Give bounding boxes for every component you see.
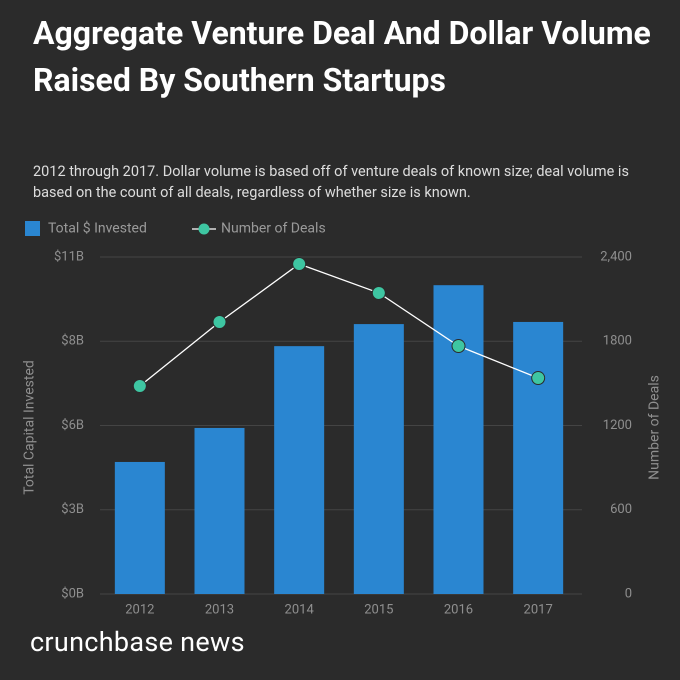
point: [451, 339, 466, 354]
legend-swatch: [25, 221, 40, 236]
y2-tick-label: 1800: [603, 334, 632, 349]
legend-label: Number of Deals: [221, 221, 326, 237]
source-logo: crunchbase news: [30, 626, 245, 658]
bar: [274, 346, 325, 594]
y-tick-label: $3B: [61, 502, 84, 517]
point: [531, 371, 546, 386]
x-tick-label: 2014: [285, 602, 315, 617]
y2-axis-title: Number of Deals: [647, 375, 663, 480]
point: [132, 379, 147, 394]
y2-tick-label: 600: [610, 502, 632, 517]
bar: [353, 324, 404, 594]
point: [212, 315, 227, 330]
x-tick-label: 2015: [364, 602, 393, 617]
y-tick-label: $11B: [54, 249, 84, 264]
chart-title: Aggregate Venture Deal And Dollar Volume…: [33, 14, 651, 99]
x-tick-label: 2016: [444, 602, 473, 617]
x-tick-label: 2017: [524, 602, 553, 617]
bar: [433, 285, 484, 594]
bar: [114, 461, 165, 594]
bar: [194, 427, 245, 594]
chart-subtitle: 2012 through 2017. Dollar volume is base…: [33, 163, 629, 201]
y2-tick-label: 2,400: [600, 249, 632, 264]
legend-marker: [198, 223, 210, 235]
y-axis-title: Total Capital Invested: [22, 360, 38, 495]
legend-label: Total $ Invested: [48, 220, 147, 237]
point: [292, 257, 307, 272]
x-tick-label: 2013: [205, 602, 234, 617]
y-tick-label: $6B: [61, 418, 84, 433]
y2-tick-label: 1200: [603, 418, 632, 433]
bar: [513, 321, 564, 594]
y-tick-label: $8B: [61, 334, 84, 349]
line: [139, 263, 539, 387]
point: [371, 285, 386, 300]
x-tick-label: 2012: [125, 602, 154, 617]
y-tick-label: $0B: [61, 586, 84, 601]
y2-tick-label: 0: [625, 586, 632, 601]
